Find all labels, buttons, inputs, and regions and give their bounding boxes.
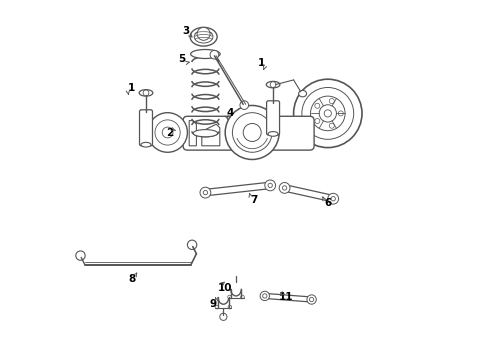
Circle shape [241,295,245,299]
Text: 5: 5 [178,54,186,64]
Ellipse shape [298,90,307,97]
Polygon shape [202,124,220,146]
Ellipse shape [268,131,278,136]
Text: 1: 1 [258,58,265,68]
Ellipse shape [194,30,213,43]
Circle shape [307,295,316,304]
Text: 7: 7 [250,195,258,205]
Ellipse shape [141,142,151,147]
Circle shape [294,79,362,148]
Circle shape [263,294,267,298]
Text: 2: 2 [166,128,173,138]
Text: 11: 11 [279,292,294,302]
Circle shape [268,183,272,188]
Ellipse shape [190,27,217,46]
Ellipse shape [266,81,280,88]
Circle shape [240,101,248,109]
Circle shape [143,90,149,96]
Text: 10: 10 [218,283,232,293]
Circle shape [338,111,343,116]
Circle shape [328,193,339,204]
Text: 9: 9 [209,299,216,309]
Circle shape [331,197,335,201]
Circle shape [329,123,334,128]
Ellipse shape [139,90,153,96]
Polygon shape [265,293,312,302]
Polygon shape [189,121,196,146]
Circle shape [228,295,231,299]
Circle shape [187,240,197,249]
Text: 1: 1 [128,83,135,93]
Circle shape [76,251,85,260]
Circle shape [265,180,275,191]
Text: 6: 6 [324,198,331,208]
Circle shape [270,82,276,87]
Circle shape [215,305,219,309]
Ellipse shape [191,49,220,58]
Circle shape [200,187,211,198]
Circle shape [197,27,210,40]
Circle shape [315,118,320,123]
Polygon shape [284,185,334,202]
FancyBboxPatch shape [183,116,314,150]
Circle shape [148,113,187,152]
Circle shape [324,110,331,117]
FancyBboxPatch shape [267,101,280,135]
Circle shape [315,103,320,108]
Text: 4: 4 [227,108,234,118]
Circle shape [225,105,279,159]
Circle shape [203,190,208,195]
Circle shape [282,186,287,190]
FancyBboxPatch shape [140,110,152,146]
Circle shape [279,183,290,193]
Circle shape [310,297,314,302]
Circle shape [210,50,219,59]
Circle shape [329,99,334,104]
Circle shape [220,313,227,320]
Circle shape [260,291,270,301]
Polygon shape [205,182,270,196]
Text: 8: 8 [128,274,135,284]
Ellipse shape [193,130,218,137]
Text: 3: 3 [182,26,189,36]
Circle shape [228,305,232,309]
